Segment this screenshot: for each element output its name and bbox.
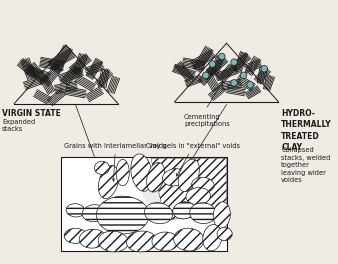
Ellipse shape xyxy=(152,232,178,251)
Ellipse shape xyxy=(96,196,149,234)
Circle shape xyxy=(231,59,237,65)
Polygon shape xyxy=(151,158,226,220)
Ellipse shape xyxy=(217,227,232,241)
Circle shape xyxy=(209,61,216,67)
Ellipse shape xyxy=(177,177,210,206)
Circle shape xyxy=(247,82,254,88)
Text: HYDRO-
THERMALLY
TREATED
CLAY: HYDRO- THERMALLY TREATED CLAY xyxy=(281,109,332,152)
Circle shape xyxy=(231,80,237,86)
Ellipse shape xyxy=(94,161,110,175)
Text: Cementing
precipitations: Cementing precipitations xyxy=(184,114,230,127)
Ellipse shape xyxy=(147,163,165,192)
Ellipse shape xyxy=(163,169,187,186)
Ellipse shape xyxy=(203,225,222,251)
Ellipse shape xyxy=(178,159,199,192)
Ellipse shape xyxy=(131,154,152,191)
Ellipse shape xyxy=(98,231,128,252)
Ellipse shape xyxy=(145,203,173,224)
Text: Clay gels in "external" voids: Clay gels in "external" voids xyxy=(146,143,240,176)
Ellipse shape xyxy=(116,159,129,186)
Ellipse shape xyxy=(64,228,87,243)
Ellipse shape xyxy=(79,229,106,248)
Ellipse shape xyxy=(213,202,230,228)
Ellipse shape xyxy=(174,228,204,251)
Ellipse shape xyxy=(142,171,188,206)
Ellipse shape xyxy=(186,188,211,205)
Circle shape xyxy=(218,53,225,60)
Text: Grains with interlamellar voids: Grains with interlamellar voids xyxy=(64,143,167,181)
Text: Expanded
stacks: Expanded stacks xyxy=(2,119,35,132)
Circle shape xyxy=(261,65,268,72)
Ellipse shape xyxy=(98,166,119,199)
Text: VIRGIN STATE: VIRGIN STATE xyxy=(2,109,61,118)
Ellipse shape xyxy=(157,159,192,186)
Text: Collapsed
stacks, welded
together
leaving wider
voides: Collapsed stacks, welded together leavin… xyxy=(281,147,331,183)
Circle shape xyxy=(202,72,209,79)
Bar xyxy=(62,157,226,251)
Ellipse shape xyxy=(126,231,156,252)
Ellipse shape xyxy=(66,204,85,217)
Ellipse shape xyxy=(192,177,214,192)
Ellipse shape xyxy=(173,202,195,219)
Ellipse shape xyxy=(82,205,106,222)
Circle shape xyxy=(240,72,247,79)
Ellipse shape xyxy=(190,203,216,224)
